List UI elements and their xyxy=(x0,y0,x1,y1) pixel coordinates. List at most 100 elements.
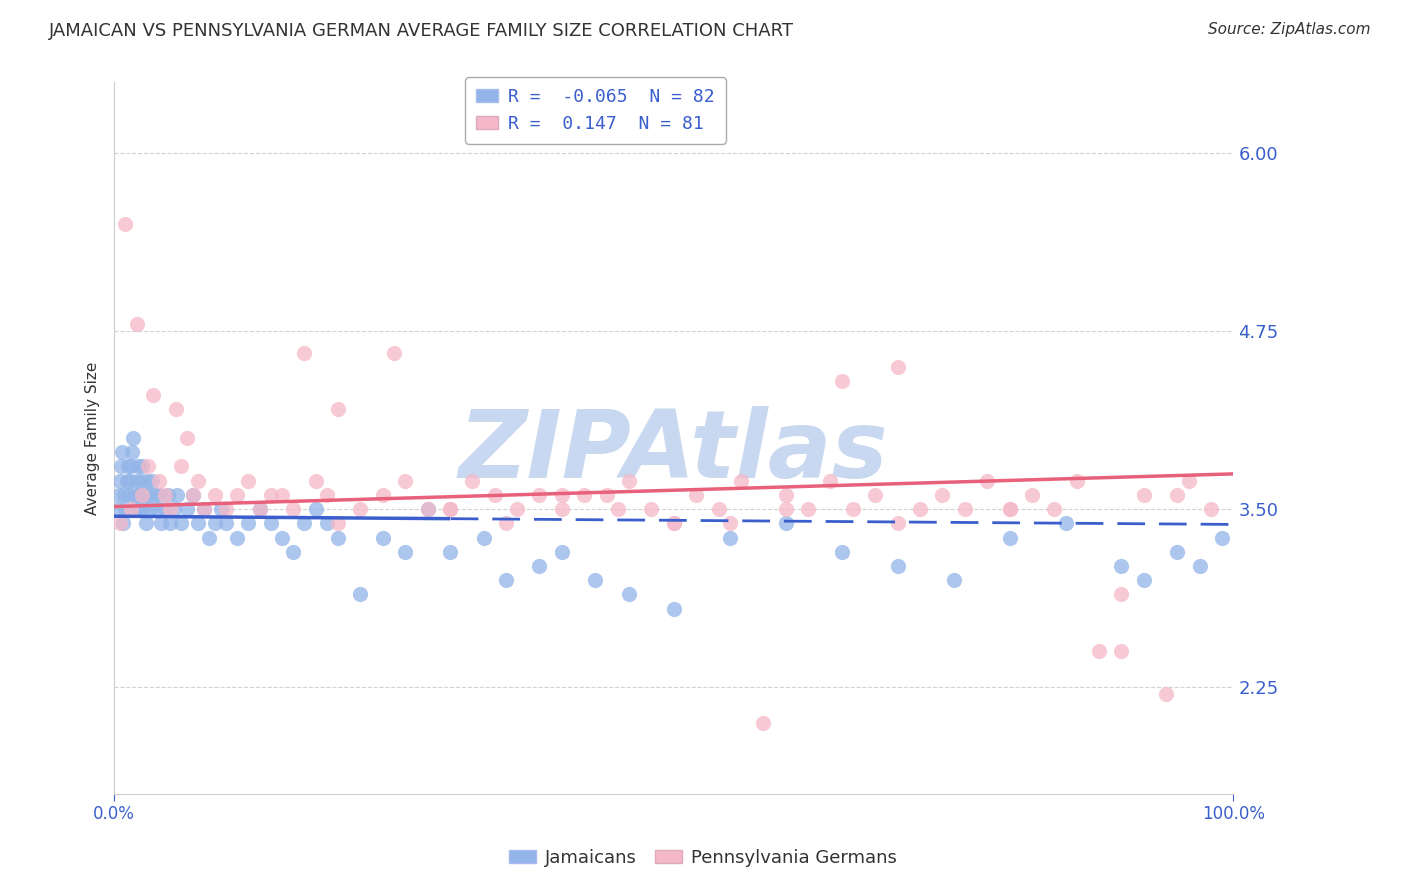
Point xyxy=(124,488,146,502)
Point xyxy=(820,474,842,488)
Point xyxy=(117,459,139,474)
Point xyxy=(662,516,685,531)
Point xyxy=(125,317,148,331)
Point xyxy=(136,488,159,502)
Point xyxy=(1188,559,1211,574)
Point xyxy=(998,502,1021,516)
Point xyxy=(108,474,131,488)
Text: ZIPAtlas: ZIPAtlas xyxy=(458,406,889,498)
Point xyxy=(606,502,628,516)
Point xyxy=(842,502,865,516)
Point xyxy=(271,488,294,502)
Point xyxy=(371,531,394,545)
Point xyxy=(1066,474,1088,488)
Point xyxy=(718,516,741,531)
Point xyxy=(153,502,176,516)
Point xyxy=(148,474,170,488)
Point xyxy=(294,516,316,531)
Point xyxy=(170,516,193,531)
Point xyxy=(124,502,146,516)
Point xyxy=(439,502,461,516)
Point xyxy=(226,488,249,502)
Point xyxy=(529,559,551,574)
Point xyxy=(260,488,283,502)
Point xyxy=(166,488,188,502)
Point xyxy=(159,516,181,531)
Point xyxy=(394,545,416,559)
Point xyxy=(132,502,155,516)
Point xyxy=(1054,516,1077,531)
Point xyxy=(193,502,215,516)
Point xyxy=(953,502,976,516)
Point xyxy=(1166,488,1188,502)
Point xyxy=(595,488,617,502)
Point xyxy=(315,488,337,502)
Point xyxy=(506,502,529,516)
Point xyxy=(998,531,1021,545)
Point xyxy=(775,502,797,516)
Point xyxy=(931,488,953,502)
Point xyxy=(551,502,574,516)
Point xyxy=(1133,573,1156,587)
Point xyxy=(1177,474,1199,488)
Point xyxy=(260,516,283,531)
Point xyxy=(495,516,517,531)
Point xyxy=(1166,545,1188,559)
Point xyxy=(942,573,965,587)
Text: JAMAICAN VS PENNSYLVANIA GERMAN AVERAGE FAMILY SIZE CORRELATION CHART: JAMAICAN VS PENNSYLVANIA GERMAN AVERAGE … xyxy=(49,22,794,40)
Point xyxy=(305,474,328,488)
Point xyxy=(118,488,141,502)
Point xyxy=(1088,644,1111,658)
Point xyxy=(238,516,260,531)
Point xyxy=(271,531,294,545)
Point xyxy=(238,474,260,488)
Point xyxy=(159,502,181,516)
Point xyxy=(181,488,204,502)
Point xyxy=(585,573,607,587)
Point xyxy=(551,545,574,559)
Point xyxy=(143,488,166,502)
Point xyxy=(886,359,908,374)
Point xyxy=(249,502,271,516)
Point xyxy=(886,516,908,531)
Point xyxy=(707,502,730,516)
Point xyxy=(574,488,596,502)
Point xyxy=(204,516,226,531)
Point xyxy=(153,488,176,502)
Point xyxy=(416,502,439,516)
Point xyxy=(135,474,157,488)
Point xyxy=(120,502,142,516)
Legend: R =  -0.065  N = 82, R =  0.147  N = 81: R = -0.065 N = 82, R = 0.147 N = 81 xyxy=(465,77,725,144)
Point xyxy=(125,474,148,488)
Point xyxy=(131,459,153,474)
Point xyxy=(176,431,198,445)
Point xyxy=(326,402,349,417)
Point xyxy=(283,545,305,559)
Point xyxy=(114,218,136,232)
Point xyxy=(226,531,249,545)
Point xyxy=(215,502,238,516)
Point xyxy=(1111,559,1133,574)
Point xyxy=(118,474,141,488)
Point xyxy=(108,516,131,531)
Point xyxy=(315,516,337,531)
Point xyxy=(1154,687,1177,701)
Point xyxy=(1211,531,1233,545)
Point xyxy=(121,445,143,459)
Point xyxy=(349,587,371,601)
Point xyxy=(107,502,129,516)
Point xyxy=(131,488,153,502)
Point xyxy=(139,502,162,516)
Point xyxy=(775,488,797,502)
Point xyxy=(142,388,165,402)
Point xyxy=(775,516,797,531)
Point xyxy=(170,459,193,474)
Point xyxy=(127,459,149,474)
Point xyxy=(472,531,495,545)
Point xyxy=(135,516,157,531)
Point xyxy=(752,715,775,730)
Point xyxy=(249,502,271,516)
Point xyxy=(107,488,129,502)
Point xyxy=(662,601,685,615)
Point xyxy=(371,488,394,502)
